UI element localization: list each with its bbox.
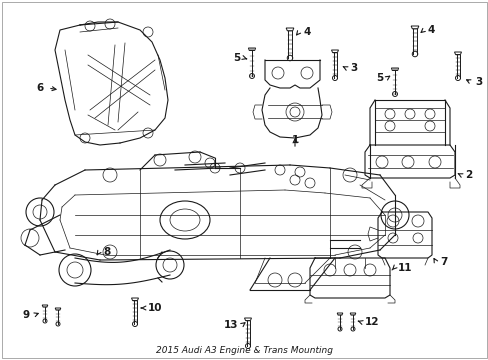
Text: 2: 2 [464, 170, 471, 180]
Text: 5: 5 [375, 73, 382, 83]
Text: 9: 9 [23, 310, 30, 320]
Polygon shape [349, 313, 355, 315]
Text: 3: 3 [349, 63, 357, 73]
Text: 3: 3 [474, 77, 481, 87]
Text: 8: 8 [103, 247, 110, 257]
Polygon shape [248, 48, 255, 50]
Text: 7: 7 [439, 257, 447, 267]
Polygon shape [131, 298, 138, 301]
Polygon shape [410, 26, 418, 29]
Text: 5: 5 [232, 53, 240, 63]
Polygon shape [390, 68, 398, 71]
Text: 6: 6 [37, 83, 44, 93]
Text: 2015 Audi A3 Engine & Trans Mounting: 2015 Audi A3 Engine & Trans Mounting [155, 346, 332, 355]
Text: 11: 11 [397, 263, 412, 273]
Text: 4: 4 [303, 27, 310, 37]
Text: 10: 10 [148, 303, 162, 313]
Polygon shape [244, 318, 251, 320]
Polygon shape [453, 52, 461, 54]
Polygon shape [331, 50, 338, 53]
Polygon shape [285, 28, 293, 31]
Polygon shape [337, 313, 342, 315]
Polygon shape [55, 308, 61, 310]
Text: 13: 13 [223, 320, 238, 330]
Text: 12: 12 [364, 317, 379, 327]
Polygon shape [42, 305, 48, 307]
Text: 1: 1 [291, 135, 298, 145]
Text: 4: 4 [427, 25, 434, 35]
